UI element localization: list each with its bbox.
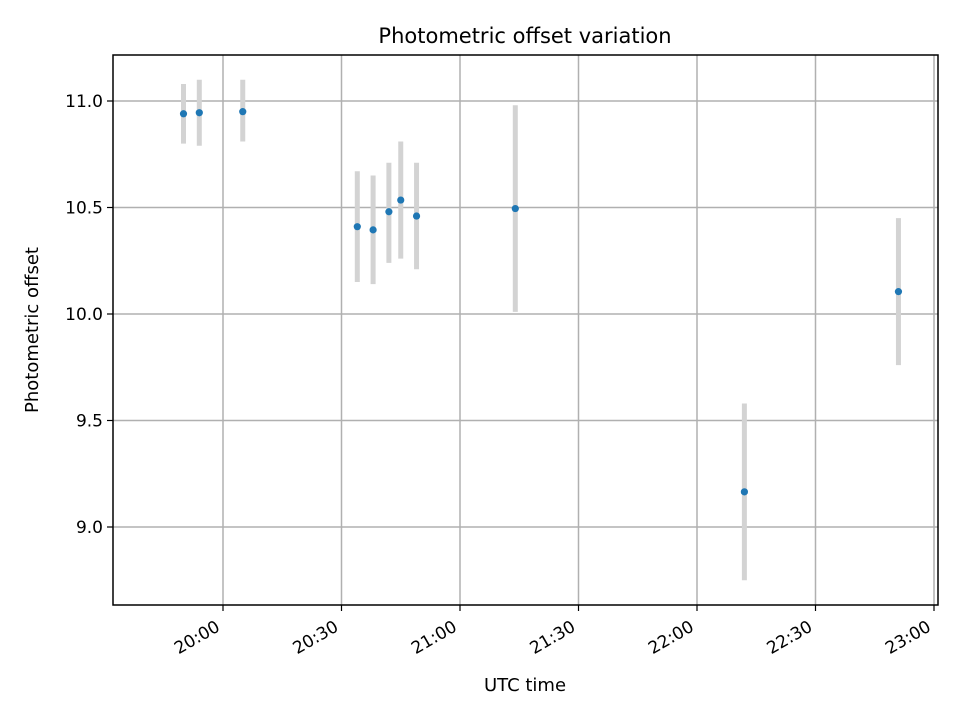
data-point	[239, 108, 247, 116]
data-point	[894, 288, 903, 296]
data-point	[353, 223, 361, 231]
data-point	[740, 488, 749, 496]
y-axis: 9.0 9.5 10.0 10.5 11.0	[65, 92, 113, 538]
data-points	[179, 108, 903, 496]
data-point	[369, 226, 377, 234]
data-point	[179, 110, 188, 118]
y-tick-label: 10.0	[65, 305, 103, 325]
data-point	[195, 109, 203, 117]
y-tick-label: 9.5	[76, 412, 103, 432]
data-point	[397, 196, 405, 204]
y-tick-label: 9.0	[76, 518, 103, 538]
y-tick-label: 10.5	[65, 199, 103, 219]
y-axis-title: Photometric offset	[22, 247, 43, 413]
x-axis-title: UTC time	[484, 675, 566, 696]
data-point	[385, 208, 393, 216]
y-tick-label: 11.0	[65, 92, 103, 112]
plot-frame	[112, 54, 939, 606]
data-point	[412, 212, 421, 220]
data-point	[511, 204, 519, 213]
grid	[113, 55, 938, 605]
chart-title: Photometric offset variation	[378, 24, 671, 48]
